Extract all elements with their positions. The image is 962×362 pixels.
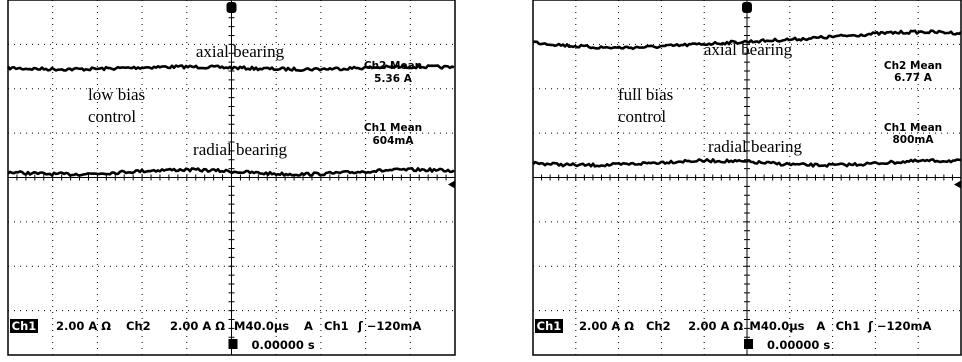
bias-label: low bias xyxy=(88,85,145,104)
status-trigger-position: 0.00000 s xyxy=(252,338,315,352)
trigger-icon xyxy=(744,339,753,349)
scope-panel: axial bearing low bias control radial beari… xyxy=(8,0,455,355)
status-trigger-mode: A xyxy=(304,319,313,333)
status-ch1-scale: 2.00 A Ω xyxy=(579,319,634,333)
trigger-level-marker xyxy=(954,181,961,189)
status-ch2-scale: 2.00 A Ω xyxy=(688,319,743,333)
trace-label: axial bearing xyxy=(196,42,285,61)
readout-value: 5.36 A xyxy=(374,73,413,85)
trace-label: radial bearing xyxy=(708,137,802,156)
trigger-marker xyxy=(227,2,237,13)
trigger-level-marker xyxy=(448,181,455,189)
status-ch2: Ch2 xyxy=(646,319,671,333)
status-trigger-source: Ch1 xyxy=(324,319,349,333)
status-timebase: M40.0µs xyxy=(749,319,804,333)
mode-label: control xyxy=(88,107,136,126)
status-trigger-level: ʃ −120mA xyxy=(357,319,421,333)
readout-value: 800mA xyxy=(893,134,935,146)
status-ch2: Ch2 xyxy=(126,319,151,333)
status-ch1-scale: 2.00 A Ω xyxy=(56,319,111,333)
page: {"panels": [ {"annotations": {"upper_tra… xyxy=(0,0,962,362)
channel-badge-label: Ch1 xyxy=(12,319,37,333)
status-timebase: M40.0µs xyxy=(234,319,289,333)
trace-label: radial bearing xyxy=(193,140,287,159)
status-ch2-scale: 2.00 A Ω xyxy=(170,319,225,333)
trace-label: axial bearing xyxy=(704,40,793,59)
channel-badge-label: Ch1 xyxy=(537,319,562,333)
readout-label: Ch1 Mean xyxy=(884,122,942,134)
readout-label: Ch2 Mean xyxy=(364,60,422,72)
readout-label: Ch2 Mean xyxy=(884,60,942,72)
trigger-marker xyxy=(742,2,752,13)
readout-label: Ch1 Mean xyxy=(364,122,422,134)
status-trigger-mode: A xyxy=(816,319,825,333)
mode-label: control xyxy=(618,107,666,126)
trigger-icon xyxy=(229,339,238,349)
scope-panel: axial bearing full bias control radial bear… xyxy=(533,0,961,355)
screenshot: axial bearing low bias control radial beari… xyxy=(0,0,962,362)
readout-value: 604mA xyxy=(373,135,415,147)
readout-value: 6.77 A xyxy=(894,72,933,84)
status-trigger-position: 0.00000 s xyxy=(767,338,830,352)
status-trigger-source: Ch1 xyxy=(836,319,861,333)
bias-label: full bias xyxy=(618,85,673,104)
status-trigger-level: ʃ −120mA xyxy=(867,319,931,333)
